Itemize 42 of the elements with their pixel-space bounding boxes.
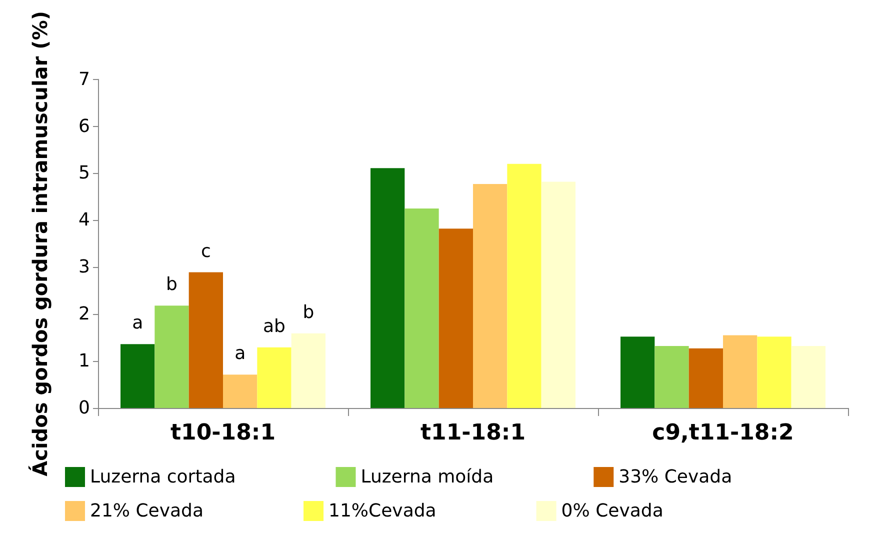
legend-label: 0% Cevada <box>561 500 664 522</box>
legend-label: Luzerna cortada <box>90 466 236 488</box>
bar <box>654 346 689 408</box>
annotation: a <box>132 312 144 334</box>
x-tick-label: t11-18:1 <box>420 420 526 446</box>
bar <box>507 164 542 408</box>
bar <box>370 168 405 408</box>
y-tick-label: 0 <box>78 398 90 418</box>
legend-label: 33% Cevada <box>618 466 732 488</box>
legend-label: 21% Cevada <box>90 500 204 522</box>
y-tick-label: 4 <box>78 210 90 231</box>
bar <box>223 374 258 408</box>
bar <box>473 184 508 408</box>
y-axis-title: Ácidos gordos gordura intramuscular (%) <box>28 11 52 476</box>
bar <box>404 208 439 408</box>
legend-label: Luzerna moída <box>360 466 494 488</box>
bar <box>620 336 655 408</box>
annotation: b <box>302 302 314 323</box>
x-tick-label: t10-18:1 <box>170 420 276 446</box>
annotation: c <box>200 240 211 262</box>
bar <box>723 335 758 408</box>
annotation: b <box>166 274 178 296</box>
annotation: a <box>234 343 246 364</box>
y-tick-label: 3 <box>78 256 90 278</box>
bar <box>757 336 792 408</box>
bar <box>541 182 576 408</box>
annotation: ab <box>263 316 286 337</box>
bar <box>154 306 189 408</box>
bar <box>257 347 292 408</box>
y-tick-label: 7 <box>78 68 90 90</box>
bar <box>291 333 326 408</box>
legend-label: 11%Cevada <box>328 500 436 522</box>
y-tick-label: 5 <box>78 162 90 184</box>
bar <box>120 344 155 408</box>
y-tick-label: 1 <box>78 350 90 372</box>
y-tick-label: 6 <box>78 116 90 137</box>
y-tick-label: 2 <box>78 304 90 325</box>
x-tick-label: c9,t11-18:2 <box>652 420 794 446</box>
bar <box>791 346 826 408</box>
bar <box>188 272 223 408</box>
bar <box>438 228 473 408</box>
bar <box>688 348 723 408</box>
